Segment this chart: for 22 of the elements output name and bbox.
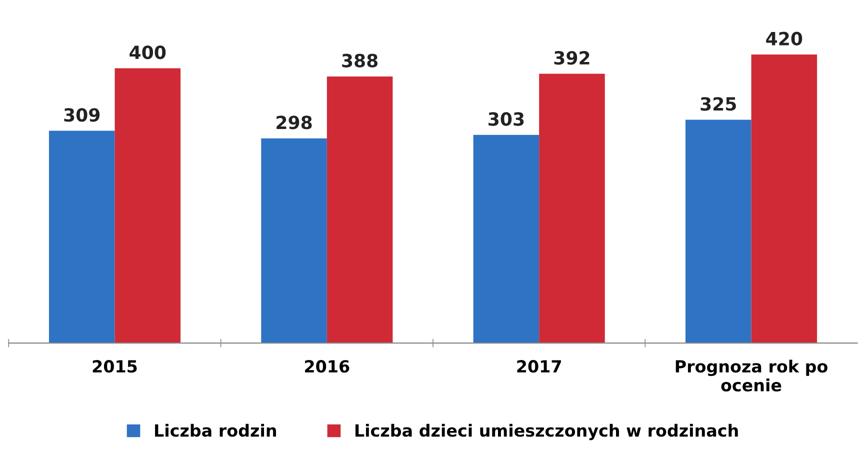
data-label: 400 [130, 46, 166, 60]
data-label: 392 [554, 51, 590, 65]
bar [539, 74, 605, 344]
bar [261, 138, 327, 344]
data-label: 325 [700, 97, 736, 111]
x-tick-label: 2016 [305, 360, 350, 373]
data-label: 309 [64, 108, 100, 122]
bar [48, 130, 115, 344]
bar [473, 134, 540, 344]
legend-label: Liczba rodzin [155, 424, 276, 437]
data-label: 420 [766, 32, 802, 46]
data-label: 303 [488, 112, 524, 126]
bar [326, 76, 393, 344]
bar [114, 68, 181, 344]
x-tick-label: 2015 [92, 360, 137, 373]
x-tick-label: 2017 [517, 360, 561, 373]
legend-label: Liczba dzieci umieszczonych w rodzinach [355, 424, 738, 440]
x-tick-label: Prognoza rok po ocenie [676, 360, 828, 392]
data-label: 298 [276, 116, 312, 130]
bar [751, 54, 818, 344]
data-label: 388 [342, 54, 378, 68]
bar [685, 120, 752, 344]
